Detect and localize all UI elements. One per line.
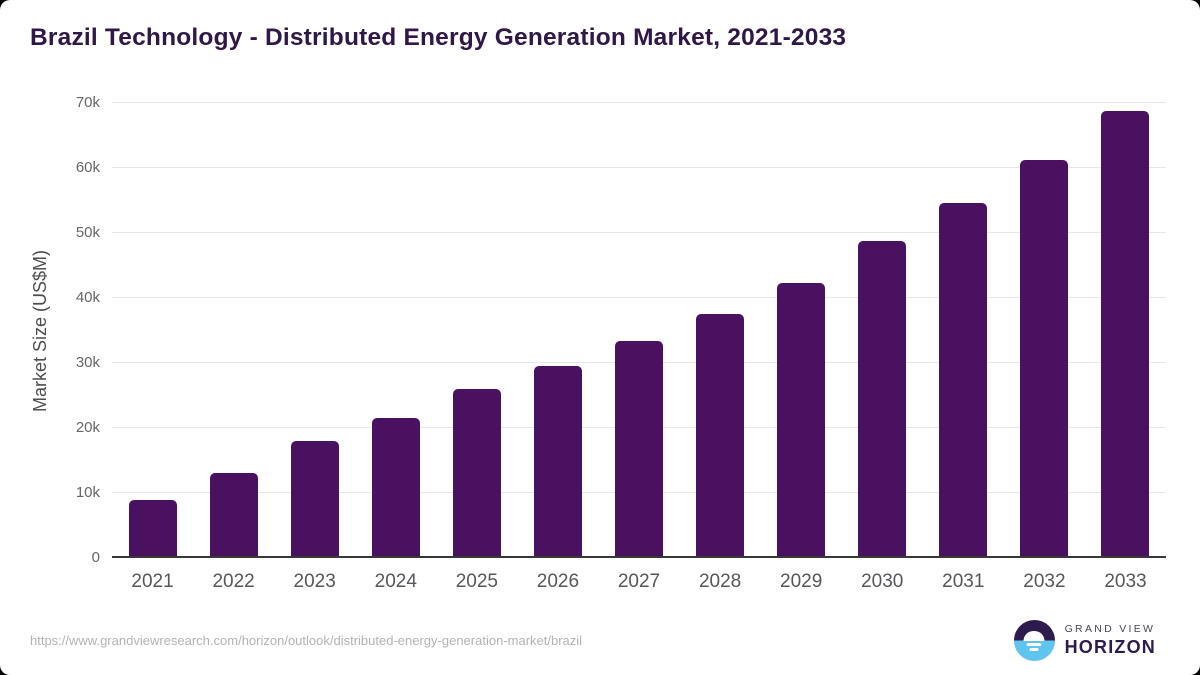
x-axis-line — [112, 556, 1166, 558]
bar-slot-2025 — [436, 103, 517, 558]
bar-2031[interactable] — [939, 203, 988, 558]
y-tick-label-0: 0 — [91, 549, 100, 566]
bar-slot-2021 — [112, 103, 193, 558]
logo-grand-view-text: GRAND VIEW — [1064, 623, 1156, 635]
logo-horizon-text: HORIZON — [1064, 637, 1156, 657]
logo-text: GRAND VIEW HORIZON — [1065, 623, 1156, 658]
chart-title: Brazil Technology - Distributed Energy G… — [30, 24, 847, 51]
bar-2030[interactable] — [858, 240, 907, 558]
sun-shape — [1023, 630, 1045, 641]
y-tick-label-60k: 60k — [75, 159, 100, 176]
bar-2033[interactable] — [1101, 110, 1150, 558]
sun-reflection-line-2 — [1029, 648, 1039, 651]
x-tick-label-2031: 2031 — [942, 571, 985, 592]
bar-slot-2031 — [923, 103, 1004, 558]
bar-2025[interactable] — [452, 389, 501, 558]
bar-slot-2028 — [680, 103, 761, 558]
x-tick-label-2023: 2023 — [293, 571, 336, 592]
x-tick-label-2033: 2033 — [1104, 571, 1147, 592]
bar-slot-2023 — [274, 103, 355, 558]
bar-slot-2030 — [842, 103, 923, 558]
gridline-40k — [112, 297, 1166, 298]
bars — [112, 103, 1166, 558]
x-tick-label-2030: 2030 — [861, 571, 904, 592]
bar-slot-2026 — [517, 103, 598, 558]
plot-area — [112, 102, 1166, 558]
y-tick-label-50k: 50k — [75, 224, 100, 241]
gridline-60k — [112, 167, 1166, 168]
bar-slot-2022 — [193, 103, 274, 558]
sun-reflection-line-1 — [1026, 643, 1042, 646]
grand-view-horizon-logo[interactable]: GRAND VIEW HORIZON — [1013, 620, 1156, 661]
gridline-70k — [112, 102, 1166, 103]
x-tick-label-2026: 2026 — [536, 571, 580, 592]
bar-2021[interactable] — [128, 499, 177, 558]
x-tick-label-2025: 2025 — [455, 571, 498, 592]
bar-2028[interactable] — [696, 313, 745, 558]
x-tick-label-2028: 2028 — [698, 571, 742, 592]
x-axis: 2021 2022 2023 2024 2025 2026 2027 2028 2029 2030… — [112, 571, 1166, 593]
x-tick-label-2029: 2029 — [780, 571, 823, 592]
y-axis: 0 10k 20k 30k 40k 50k 60k 70k — [0, 94, 100, 566]
x-tick-label-2032: 2032 — [1023, 571, 1066, 592]
bar-slot-2029 — [761, 103, 842, 558]
y-tick-label-30k: 30k — [75, 354, 100, 371]
bar-2023[interactable] — [290, 441, 339, 558]
bar-2022[interactable] — [209, 472, 258, 558]
x-tick-label-2022: 2022 — [212, 571, 255, 592]
y-tick-label-70k: 70k — [75, 94, 100, 111]
bar-2026[interactable] — [533, 366, 582, 558]
y-tick-label-20k: 20k — [75, 419, 100, 436]
bar-slot-2027 — [598, 103, 679, 558]
bar-2024[interactable] — [371, 418, 420, 558]
bar-2027[interactable] — [615, 340, 663, 558]
x-tick-label-2021: 2021 — [131, 571, 174, 592]
source-url: https://www.grandviewresearch.com/horizo… — [30, 633, 583, 648]
bar-2029[interactable] — [777, 283, 826, 558]
bar-2032[interactable] — [1020, 160, 1069, 558]
gridline-50k — [112, 232, 1166, 233]
bar-slot-2033 — [1085, 103, 1166, 558]
bar-slot-2024 — [355, 103, 436, 558]
y-tick-label-10k: 10k — [75, 484, 100, 501]
bar-slot-2032 — [1004, 103, 1085, 558]
horizon-sun-icon — [1013, 620, 1055, 661]
x-tick-label-2024: 2024 — [374, 571, 417, 592]
y-tick-label-40k: 40k — [75, 289, 100, 306]
x-tick-label-2027: 2027 — [617, 571, 661, 592]
